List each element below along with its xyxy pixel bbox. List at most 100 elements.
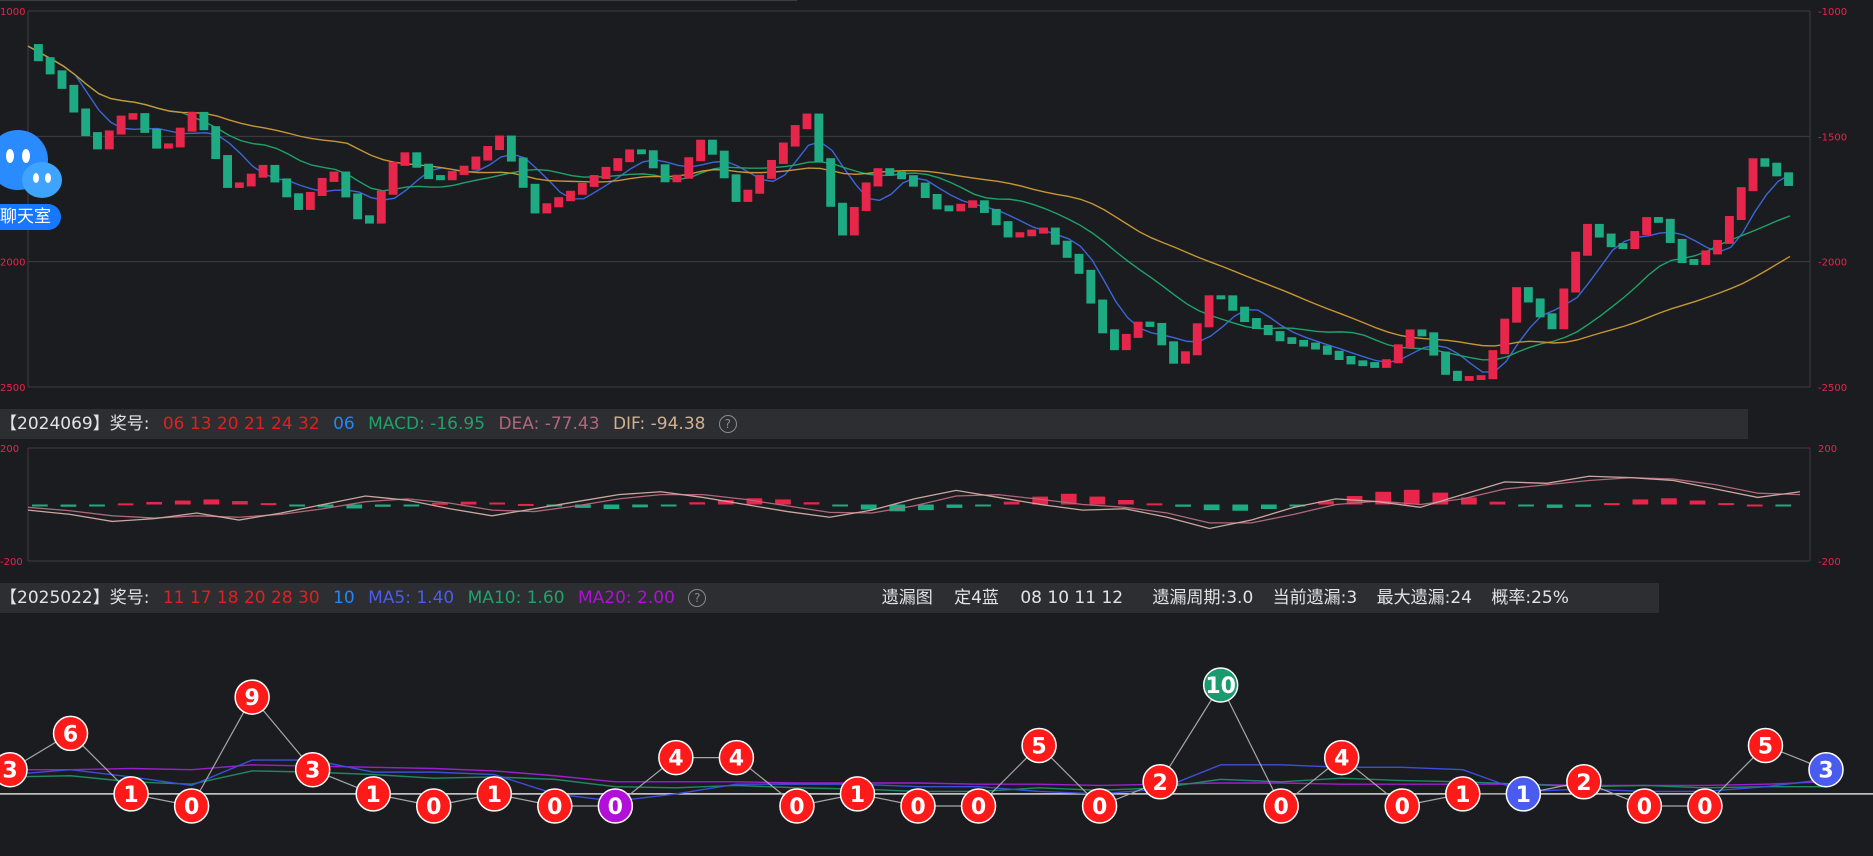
step-bar xyxy=(885,168,895,176)
kline-steps xyxy=(33,44,1793,381)
step-bar xyxy=(1334,350,1344,360)
omission-ball xyxy=(1445,776,1481,812)
step-bar xyxy=(802,113,812,130)
step-bar xyxy=(1488,350,1498,380)
step-bar xyxy=(790,125,800,147)
step-bar xyxy=(1476,375,1486,381)
step-bar xyxy=(1559,288,1569,330)
omission-value: 3 xyxy=(2,759,17,784)
step-bar xyxy=(1512,287,1521,323)
step-bar xyxy=(1074,253,1084,274)
omission-value: 0 xyxy=(910,795,925,820)
help-icon[interactable]: ? xyxy=(718,415,737,433)
macd-bar xyxy=(946,504,963,508)
step-bar xyxy=(1121,333,1131,351)
help-icon[interactable]: ? xyxy=(688,589,707,607)
step-bar xyxy=(660,164,670,183)
step-bar xyxy=(424,163,434,180)
blue-number: 10 xyxy=(333,588,355,608)
step-bar xyxy=(187,111,197,132)
dea-line xyxy=(27,477,1801,524)
step-bar xyxy=(412,152,422,168)
step-bar xyxy=(1606,233,1616,248)
omission-value: 0 xyxy=(1092,795,1107,820)
step-bar xyxy=(1748,158,1758,192)
step-bar xyxy=(719,150,729,179)
step-bar xyxy=(506,135,516,162)
max-omission: 最大遗漏:24 xyxy=(1376,588,1472,608)
omission-value: 0 xyxy=(1395,795,1410,820)
step-bar xyxy=(944,205,954,212)
omission-ball xyxy=(900,788,936,824)
macd-bar xyxy=(1689,500,1706,505)
step-bar xyxy=(909,175,918,187)
step-bar xyxy=(767,159,776,179)
step-bar xyxy=(1429,332,1439,356)
macd-bar xyxy=(1489,501,1506,505)
macd-bar xyxy=(1746,504,1763,507)
step-bar xyxy=(1322,345,1332,355)
macd-bar xyxy=(832,504,848,507)
step-bar xyxy=(294,193,303,210)
step-bar xyxy=(1098,299,1108,334)
step-bar xyxy=(625,149,635,163)
omission-ball xyxy=(294,751,331,788)
step-bar xyxy=(1299,339,1309,347)
omission-value: 0 xyxy=(608,795,623,820)
step-bar xyxy=(518,157,528,188)
step-bar xyxy=(1145,321,1155,327)
step-bar xyxy=(932,194,942,210)
step-bar xyxy=(755,174,765,194)
chat-room-button[interactable]: 聊天室 xyxy=(0,204,61,230)
macd-info-bar: 【2024069】奖号: 06 13 20 21 24 32 06 MACD: … xyxy=(0,409,1748,439)
macd-bar xyxy=(432,502,448,505)
step-bar xyxy=(1523,287,1533,303)
step-bar xyxy=(530,183,540,214)
step-bar xyxy=(305,191,315,210)
step-bar xyxy=(1358,360,1368,367)
step-bar xyxy=(1110,329,1119,351)
omission-ball xyxy=(355,776,391,812)
period-label: 【2024069】奖号: xyxy=(0,414,150,434)
step-bar xyxy=(1724,216,1734,244)
chat-bubble-icon[interactable] xyxy=(0,126,66,232)
macd-bar xyxy=(1118,499,1134,505)
omission-ball xyxy=(1263,788,1299,824)
step-bar xyxy=(1464,376,1474,381)
step-bar xyxy=(1500,318,1510,355)
macd-bar xyxy=(32,504,48,507)
step-bar xyxy=(648,150,658,169)
step-bar xyxy=(1050,227,1060,245)
step-bar xyxy=(1405,329,1415,349)
omission-ball xyxy=(1323,739,1360,776)
y-tick-label: -2500 xyxy=(1818,383,1847,394)
step-bar xyxy=(731,174,741,202)
y-tick-label-left: 200 xyxy=(0,444,19,455)
step-bar xyxy=(1169,341,1179,364)
step-bar xyxy=(104,130,114,150)
macd-bar xyxy=(632,504,648,508)
step-bar xyxy=(672,174,682,183)
step-bar xyxy=(589,175,599,187)
macd-bar xyxy=(403,504,420,507)
omission-value: 2 xyxy=(1152,771,1167,796)
step-bar xyxy=(400,152,410,166)
step-bar xyxy=(838,202,847,236)
step-bar xyxy=(483,146,493,161)
step-bar xyxy=(826,158,836,207)
step-bar xyxy=(69,84,79,113)
step-bar xyxy=(57,70,67,89)
omission-ball xyxy=(1747,727,1784,764)
omission-value: 4 xyxy=(668,747,683,772)
omission-value: 1 xyxy=(487,783,502,808)
macd-bar xyxy=(346,504,363,509)
step-bar xyxy=(968,200,977,208)
omission-value: 1 xyxy=(366,783,381,808)
macd-bar xyxy=(1260,504,1277,510)
step-bar xyxy=(1062,240,1072,258)
omission-ball xyxy=(658,739,694,776)
step-bar xyxy=(1760,158,1770,167)
y-tick-label: -2000 xyxy=(1818,258,1847,269)
omission-ball xyxy=(597,788,634,824)
